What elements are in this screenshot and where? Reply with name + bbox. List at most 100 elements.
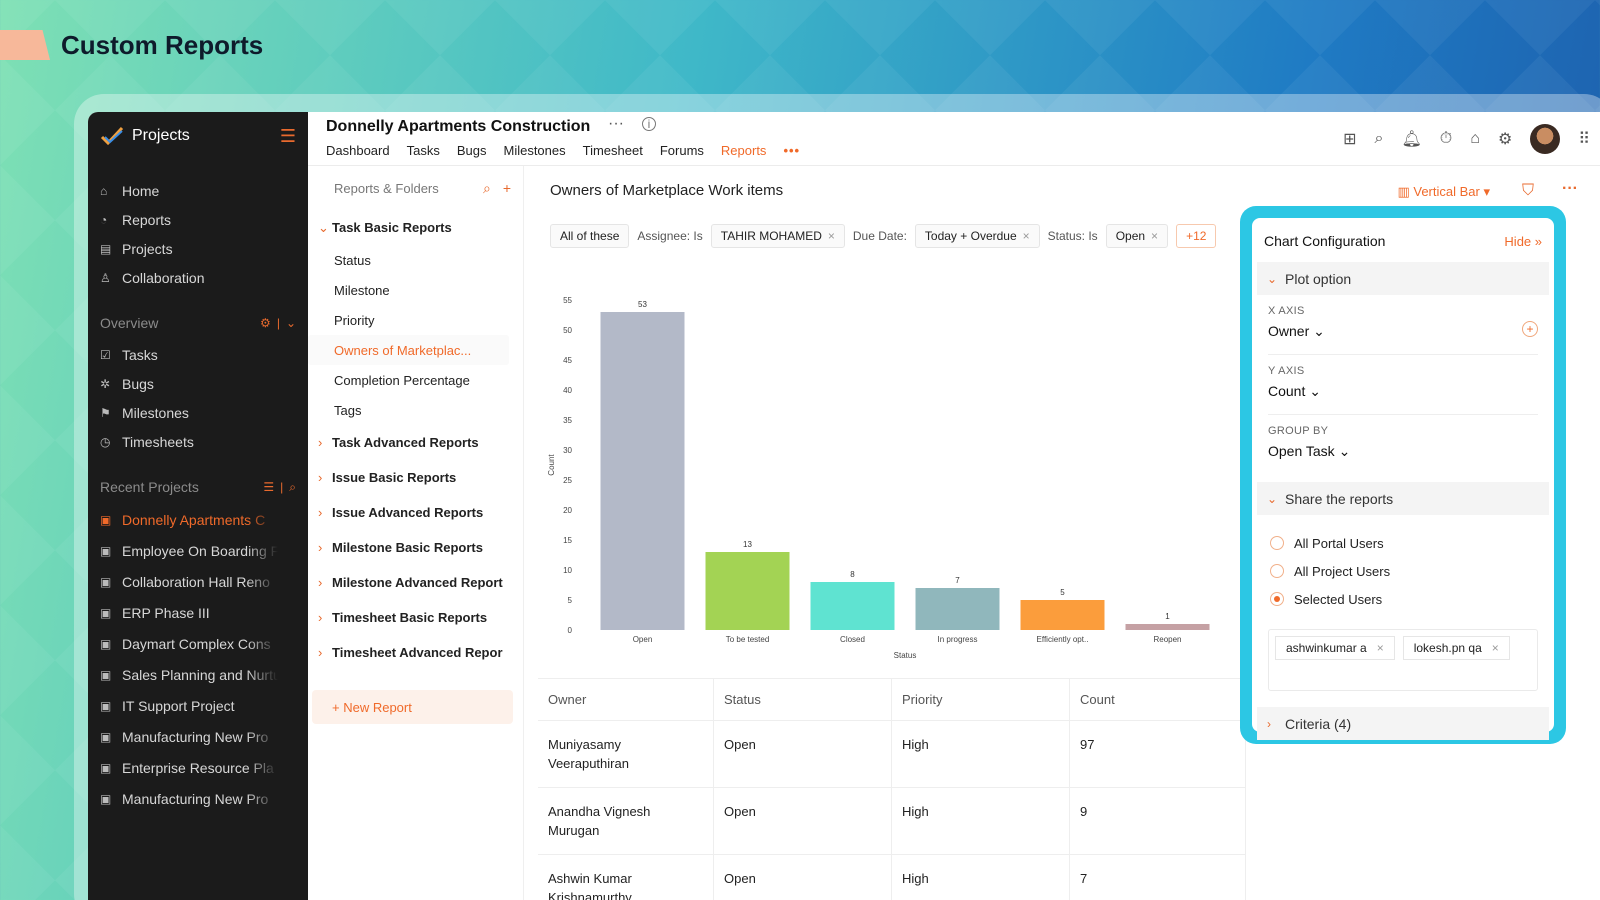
filter-sliders-icon[interactable]: ☰ xyxy=(263,480,275,494)
report-item[interactable]: Completion Percentage xyxy=(334,372,470,388)
folder-group[interactable]: › Timesheet Advanced Repor xyxy=(308,635,523,670)
filter-chip[interactable]: TAHIR MOHAMED × xyxy=(710,224,845,248)
folder-group[interactable]: › Issue Advanced Reports xyxy=(308,495,523,530)
plus-icon[interactable]: + xyxy=(502,180,511,196)
criteria-section[interactable]: › Criteria (4) xyxy=(1257,707,1549,740)
tab-forums[interactable]: Forums xyxy=(659,143,704,158)
nav-item-reports[interactable]: ◔ Reports xyxy=(88,205,308,234)
table-row[interactable]: Muniyasamy Veeraputhiran Open High 97 xyxy=(538,721,1246,788)
project-tabs: Dashboard Tasks Bugs Milestones Timeshee… xyxy=(326,143,800,158)
settings-icon[interactable]: ⚙ xyxy=(260,316,271,330)
y-tick-label: 15 xyxy=(563,536,572,545)
tab-tasks[interactable]: Tasks xyxy=(406,143,440,158)
table-row[interactable]: Anandha Vignesh Murugan Open High 9 xyxy=(538,788,1246,855)
search-icon[interactable]: ⌕ xyxy=(1374,130,1384,147)
match-selector[interactable]: All of these xyxy=(550,224,630,248)
overview-item-tasks[interactable]: ☑ Tasks xyxy=(88,340,308,369)
avatar[interactable] xyxy=(1530,124,1561,154)
share-section[interactable]: ⌄ Share the reports xyxy=(1257,482,1549,515)
column-header[interactable]: Owner xyxy=(538,679,714,721)
folder-group[interactable]: › Task Advanced Reports xyxy=(308,425,523,460)
hide-button[interactable]: Hide » xyxy=(1504,233,1542,249)
radio-all-project-users[interactable]: All Project Users xyxy=(1270,557,1536,585)
select-value: Owner xyxy=(1268,323,1310,339)
timer-icon[interactable]: ⏱︎ xyxy=(1439,130,1453,147)
filter-chip[interactable]: Today + Overdue × xyxy=(914,224,1040,248)
tab-bugs[interactable]: Bugs xyxy=(456,143,487,158)
more-icon[interactable]: ··· xyxy=(1562,180,1578,197)
report-title: Owners of Marketplace Work items xyxy=(550,182,784,199)
x-axis-select[interactable]: Owner ⌄ xyxy=(1268,323,1538,355)
report-item[interactable]: Milestone xyxy=(334,282,390,298)
recent-project-item[interactable]: ▣ Employee On Boarding F xyxy=(88,535,308,566)
column-header[interactable]: Status xyxy=(714,679,892,721)
tab-dashboard[interactable]: Dashboard xyxy=(326,143,390,158)
nav-item-projects[interactable]: ▤ Projects xyxy=(88,234,308,263)
recent-project-item[interactable]: ▣ Manufacturing New Pro xyxy=(88,721,308,752)
report-item-active[interactable]: Owners of Marketplac... xyxy=(308,335,509,365)
chart-type-dropdown[interactable]: ▥ Vertical Bar ▾ xyxy=(1397,184,1490,200)
report-table: Owner Status Priority Count Muniyasamy V… xyxy=(538,678,1246,900)
tabs-more-icon[interactable]: ••• xyxy=(783,143,801,158)
recent-project-item[interactable]: ▣ Sales Planning and Nurtu xyxy=(88,659,308,690)
more-filters-chip[interactable]: +12 xyxy=(1176,224,1217,248)
selected-users-input[interactable]: ashwinkumar a × lokesh.pn qa × xyxy=(1268,629,1538,691)
recent-projects-list: ▣ Donnelly Apartments C ▣ Employee On Boar… xyxy=(88,500,308,814)
app-name: Projects xyxy=(132,127,190,144)
add-icon[interactable]: ⊞ xyxy=(1343,131,1357,148)
nav-item-collaboration[interactable]: ♙ Collaboration xyxy=(88,263,308,292)
search-icon[interactable]: ⌕ xyxy=(482,179,491,196)
close-icon[interactable]: × xyxy=(1376,641,1384,655)
recent-project-item[interactable]: ▣ ERP Phase III xyxy=(88,597,308,628)
overview-item-timesheets[interactable]: ◷ Timesheets xyxy=(88,427,308,456)
overview-item-milestones[interactable]: ⚑ Milestones xyxy=(88,398,308,427)
plot-option-section[interactable]: ⌄ Plot option xyxy=(1257,262,1549,295)
chevron-right-icon: › xyxy=(1267,716,1271,731)
column-header[interactable]: Priority xyxy=(892,679,1070,721)
menu-icon[interactable]: ☰ xyxy=(279,125,296,146)
search-icon[interactable]: ⌕ xyxy=(289,479,296,494)
overview-item-bugs[interactable]: ✲ Bugs xyxy=(88,369,308,398)
nav-item-home[interactable]: ⌂ Home xyxy=(88,176,308,205)
apps-grid-icon[interactable]: ⠿ xyxy=(1578,131,1590,148)
report-item[interactable]: Priority xyxy=(334,312,375,328)
close-icon[interactable]: × xyxy=(1022,229,1030,243)
close-icon[interactable]: × xyxy=(1491,641,1499,655)
new-report-button[interactable]: + New Report xyxy=(312,690,513,724)
tab-reports[interactable]: Reports xyxy=(720,143,767,158)
folder-group[interactable]: › Issue Basic Reports xyxy=(308,460,523,495)
column-header[interactable]: Count xyxy=(1070,679,1246,721)
close-icon[interactable]: × xyxy=(1151,229,1159,243)
folder-group[interactable]: › Milestone Advanced Report xyxy=(308,565,523,600)
radio-selected-users[interactable]: Selected Users xyxy=(1270,585,1536,613)
report-item[interactable]: Tags xyxy=(334,402,362,418)
tab-milestones[interactable]: Milestones xyxy=(503,143,566,158)
store-icon[interactable]: ⌂ xyxy=(1470,130,1480,147)
recent-project-item[interactable]: ▣ Manufacturing New Pro xyxy=(88,783,308,814)
more-icon[interactable]: ··· xyxy=(608,115,624,132)
info-icon[interactable]: i xyxy=(642,117,656,131)
recent-project-item[interactable]: ▣ Daymart Complex Cons xyxy=(88,628,308,659)
folder-group[interactable]: › Milestone Basic Reports xyxy=(308,530,523,565)
sidebar: Projects ☰ ⌂ Home ◔ Reports ▤ Projects ♙ Col… xyxy=(88,112,308,900)
group-by-select[interactable]: Open Task ⌄ xyxy=(1268,443,1538,474)
recent-project-item[interactable]: ▣ Enterprise Resource Pla xyxy=(88,752,308,783)
report-item[interactable]: Status xyxy=(334,252,371,268)
bell-icon[interactable]: 🔔︎ xyxy=(1401,131,1422,148)
y-axis-select[interactable]: Count ⌄ xyxy=(1268,383,1538,415)
filter-icon[interactable]: ⛉ xyxy=(1521,182,1534,199)
radio-all-portal-users[interactable]: All Portal Users xyxy=(1270,529,1536,557)
chevron-down-icon[interactable]: ⌄ xyxy=(285,316,296,330)
close-icon[interactable]: × xyxy=(827,229,835,243)
gear-icon[interactable]: ⚙ xyxy=(1497,131,1513,148)
folder-group-task-basic[interactable]: ⌄ Task Basic Reports xyxy=(308,210,523,245)
recent-project-item[interactable]: ▣ Collaboration Hall Reno xyxy=(88,566,308,597)
tab-timesheet[interactable]: Timesheet xyxy=(582,143,643,158)
add-circle-icon[interactable]: + xyxy=(1522,321,1538,337)
folder-group[interactable]: › Timesheet Basic Reports xyxy=(308,600,523,635)
table-row[interactable]: Ashwin Kumar Krishnamurthy Open High 7 xyxy=(538,855,1246,900)
filter-chip[interactable]: Open × xyxy=(1105,224,1169,248)
recent-project-item[interactable]: ▣ Donnelly Apartments C xyxy=(88,504,308,535)
recent-project-item[interactable]: ▣ IT Support Project xyxy=(88,690,308,721)
overview-label: Milestones xyxy=(122,404,189,421)
